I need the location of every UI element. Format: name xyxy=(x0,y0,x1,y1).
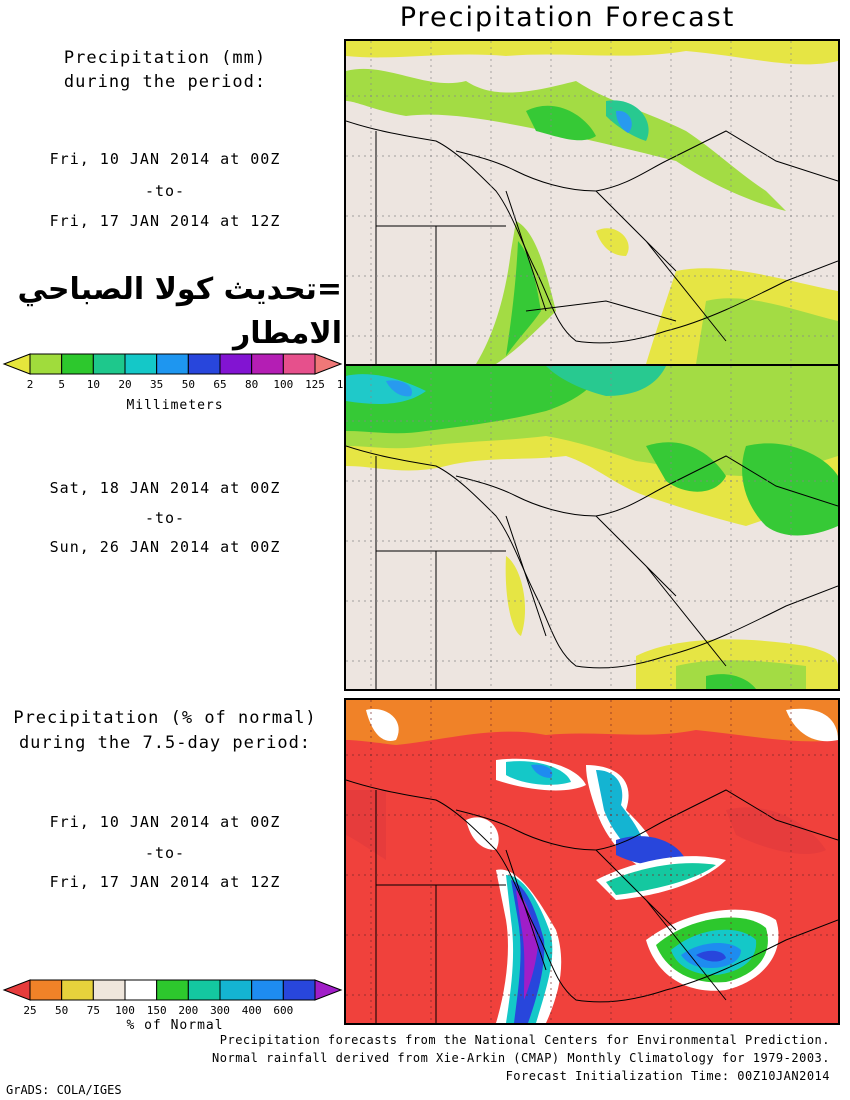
legend-tick-label: 10 xyxy=(86,378,100,391)
legend-swatch xyxy=(61,979,94,1001)
footer-line2: Normal rainfall derived from Xie-Arkin (… xyxy=(212,1051,830,1065)
credit: GrADS: COLA/IGES xyxy=(6,1083,122,1097)
legend-swatch xyxy=(314,353,343,375)
legend-swatch xyxy=(2,979,31,1001)
arabic-annotation-line1: =تحديث كولا الصباحي xyxy=(17,272,342,307)
legend-tick-label: 100 xyxy=(115,1004,135,1017)
period1-start: Fri, 10 JAN 2014 at 00Z xyxy=(49,150,281,168)
legend-pct-unit: % of Normal xyxy=(126,1018,224,1033)
legend-mm-unit: Millimeters xyxy=(126,398,224,413)
period2-end: Sun, 26 JAN 2014 at 00Z xyxy=(49,538,281,556)
legend-swatch xyxy=(92,353,126,375)
legend-pct-ticks: 25 50 75 100 150 200 300 400 600 xyxy=(0,1004,345,1020)
forecast-map-week2 xyxy=(344,364,840,691)
legend-tick-label: 100 xyxy=(273,378,294,391)
period3-heading-line1: Precipitation (% of normal) xyxy=(13,708,317,728)
period2-start: Sat, 18 JAN 2014 at 00Z xyxy=(49,479,281,497)
legend-tick-label: 50 xyxy=(181,378,195,391)
forecast-map-week1-graphic xyxy=(346,41,838,364)
legend-tick-label: 20 xyxy=(118,378,132,391)
legend-swatch xyxy=(251,353,284,375)
legend-swatch xyxy=(251,979,284,1001)
legend-swatch xyxy=(2,353,31,375)
legend-swatch xyxy=(92,979,126,1001)
arabic-annotation-line2: الامطار xyxy=(233,316,342,351)
legend-swatch xyxy=(61,353,94,375)
legend-tick-label: 200 xyxy=(178,1004,199,1017)
footer-line3: Forecast Initialization Time: 00Z10JAN20… xyxy=(505,1069,830,1083)
legend-swatch xyxy=(219,979,253,1001)
legend-swatch xyxy=(156,353,189,375)
period3-start: Fri, 10 JAN 2014 at 00Z xyxy=(49,813,281,831)
legend-tick-label: 25 xyxy=(23,1004,37,1017)
legend-swatch xyxy=(187,353,221,375)
period3-to: -to- xyxy=(144,844,186,862)
legend-tick-label: 65 xyxy=(213,378,227,391)
period1-heading-line1: Precipitation (mm) xyxy=(63,48,267,68)
legend-tick-label: 80 xyxy=(245,378,259,391)
legend-swatch xyxy=(29,979,63,1001)
legend-tick-label: 400 xyxy=(241,1004,262,1017)
page-title: Precipitation Forecast xyxy=(399,2,736,33)
legend-tick-label: 5 xyxy=(58,378,65,391)
period3-heading-line2: during the 7.5-day period: xyxy=(18,733,312,753)
forecast-map-week2-graphic xyxy=(346,366,838,689)
legend-swatch xyxy=(219,353,253,375)
map-graticule xyxy=(346,700,838,1023)
period1-end: Fri, 17 JAN 2014 at 12Z xyxy=(49,212,281,230)
legend-swatch xyxy=(314,979,343,1001)
period1-heading-line2: during the period: xyxy=(63,72,267,92)
legend-tick-label: 75 xyxy=(86,1004,100,1017)
legend-swatch xyxy=(29,353,63,375)
legend-tick-label: 150 xyxy=(146,1004,167,1017)
legend-tick-label: 300 xyxy=(210,1004,230,1017)
legend-pct-colorbar xyxy=(2,979,343,1001)
legend-tick-label: 600 xyxy=(273,1004,294,1017)
period2-to: -to- xyxy=(144,509,186,527)
legend-mm-ticks: 25102035506580100125150200 xyxy=(0,378,389,394)
map-graticule xyxy=(346,366,838,689)
legend-swatch xyxy=(156,979,189,1001)
percent-of-normal-map-graphic xyxy=(346,700,838,1023)
map-graticule xyxy=(346,41,838,364)
forecast-map-week1 xyxy=(344,39,840,366)
legend-tick-label: 50 xyxy=(55,1004,69,1017)
legend-swatch xyxy=(282,353,316,375)
legend-swatch xyxy=(282,979,316,1001)
legend-tick-label: 125 xyxy=(305,378,325,391)
legend-tick-label: 2 xyxy=(26,378,34,391)
legend-swatch xyxy=(124,979,158,1001)
legend-tick-label: 35 xyxy=(150,378,164,391)
legend-swatch xyxy=(187,979,221,1001)
legend-swatch xyxy=(124,353,158,375)
footer-line1: Precipitation forecasts from the Nationa… xyxy=(219,1033,830,1047)
percent-of-normal-map xyxy=(344,698,840,1025)
period1-to: -to- xyxy=(144,182,186,200)
map-background xyxy=(346,700,838,1023)
legend-mm-colorbar xyxy=(2,353,343,375)
period3-end: Fri, 17 JAN 2014 at 12Z xyxy=(49,873,281,891)
